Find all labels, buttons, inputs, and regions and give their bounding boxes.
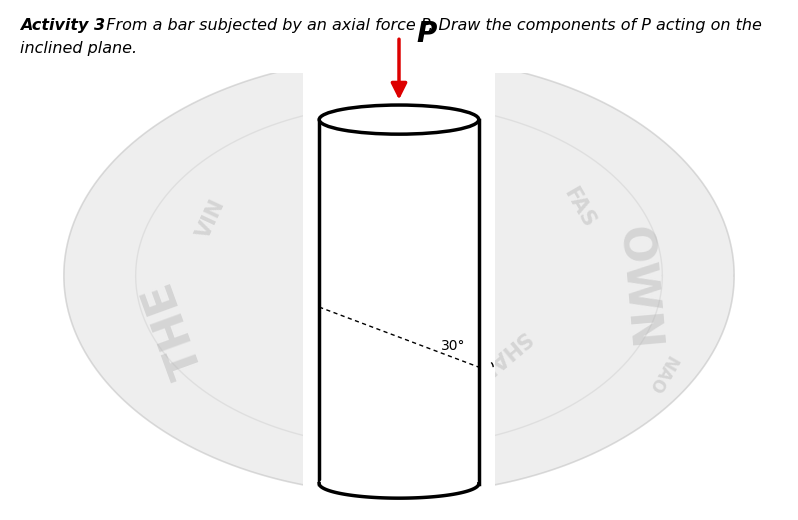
Text: NAO: NAO: [643, 352, 680, 397]
Text: SHAD: SHAD: [470, 327, 533, 384]
Text: inclined plane.: inclined plane.: [20, 41, 137, 56]
Bar: [319, 120, 479, 484]
Text: 30°: 30°: [441, 339, 465, 353]
Text: . From a bar subjected by an axial force ​P, Draw the components of P acting on : . From a bar subjected by an axial force…: [96, 18, 761, 33]
Polygon shape: [64, 57, 734, 494]
Text: OWN: OWN: [610, 226, 664, 353]
Text: P: P: [417, 20, 437, 48]
Bar: [8, 5, 790, 73]
Ellipse shape: [319, 469, 479, 498]
Text: THE: THE: [137, 276, 211, 383]
Ellipse shape: [319, 105, 479, 134]
Text: VIN: VIN: [193, 196, 229, 241]
Text: Activity 3: Activity 3: [20, 18, 105, 33]
Bar: [303, 31, 495, 489]
Text: FAS: FAS: [559, 185, 598, 231]
